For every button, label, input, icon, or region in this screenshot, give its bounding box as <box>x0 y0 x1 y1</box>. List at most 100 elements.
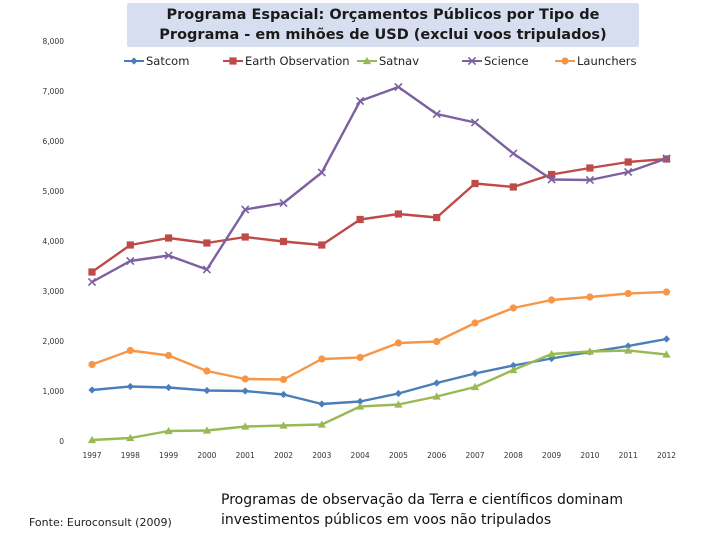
legend-item-launchers: Launchers <box>555 54 636 68</box>
data-point-launchers <box>126 346 134 355</box>
data-point-satnav <box>470 382 480 391</box>
legend-item-satcom: Satcom <box>124 54 189 68</box>
data-point-launchers <box>471 319 479 327</box>
data-point-satcom <box>279 390 288 399</box>
data-point-satnav <box>87 435 97 444</box>
y-tick-label: 4,000 <box>43 237 65 246</box>
data-point-science <box>432 109 441 119</box>
data-point-science <box>279 198 288 208</box>
data-point-earth-observation <box>394 210 402 218</box>
legend-label-science: Science <box>484 54 529 68</box>
data-point-satnav <box>432 392 441 400</box>
data-point-science <box>355 96 365 106</box>
data-point-launchers <box>509 304 517 312</box>
x-tick-label: 2002 <box>274 451 293 460</box>
data-point-earth-observation <box>126 241 134 249</box>
chart-title: Programa Espacial: Orçamentos Públicos p… <box>127 3 639 47</box>
data-point-satnav <box>356 402 365 410</box>
data-point-satnav <box>241 422 250 430</box>
data-point-satcom <box>662 335 671 343</box>
x-tick-label: 2010 <box>580 451 599 460</box>
data-point-earth-observation <box>203 239 211 247</box>
data-point-satnav <box>279 421 288 429</box>
data-point-science <box>547 175 556 184</box>
data-point-satcom <box>241 387 249 395</box>
series-line-science <box>91 85 667 284</box>
data-point-launchers <box>88 360 96 369</box>
y-tick-label: 0 <box>59 437 64 446</box>
legend-marker-science <box>467 56 477 66</box>
data-point-earth-observation <box>356 215 364 224</box>
x-tick-label: 2007 <box>465 451 484 460</box>
series-line-launchers <box>91 290 667 381</box>
legend-item-earth-observation: Earth Observation <box>223 54 350 68</box>
data-point-satcom <box>433 379 441 387</box>
data-point-earth-observation <box>433 213 441 222</box>
data-point-science <box>164 251 173 260</box>
series-satnav <box>87 346 671 444</box>
data-point-launchers <box>548 296 556 304</box>
x-tick-label: 2011 <box>619 451 638 460</box>
x-tick-label: 2000 <box>197 451 216 460</box>
y-tick-label: 1,000 <box>43 387 65 396</box>
data-point-satcom <box>165 383 173 392</box>
data-point-launchers <box>241 375 249 383</box>
data-point-science <box>394 82 403 92</box>
data-point-satnav <box>202 426 211 434</box>
series-launchers <box>88 288 671 384</box>
x-tick-label: 1997 <box>82 451 101 460</box>
legend-marker-satcom <box>130 57 138 65</box>
x-tick-label: 2006 <box>427 451 446 460</box>
x-tick-label: 2001 <box>236 451 255 460</box>
data-point-satcom <box>88 386 96 394</box>
data-point-satnav <box>662 350 671 358</box>
data-point-launchers <box>624 289 632 298</box>
data-point-satnav <box>126 433 135 442</box>
data-point-earth-observation <box>165 234 173 242</box>
data-point-satnav <box>585 347 594 355</box>
conclusion-text: Programas de observação da Terra e cient… <box>221 492 624 528</box>
y-tick-label: 7,000 <box>43 87 65 96</box>
data-point-earth-observation <box>279 237 288 246</box>
data-point-satcom <box>624 342 632 350</box>
source-note: Fonte: Euroconsult (2009) <box>29 516 172 529</box>
legend-marker-earth-observation <box>229 57 237 65</box>
data-point-satnav <box>509 365 518 374</box>
data-point-science <box>202 265 212 274</box>
x-tick-label: 2005 <box>389 451 408 460</box>
series-line-satcom <box>91 337 667 406</box>
data-point-science <box>470 118 480 127</box>
data-point-science <box>662 154 671 163</box>
data-point-satnav <box>394 400 403 408</box>
data-point-earth-observation <box>471 179 479 188</box>
legend-label-earth-observation: Earth Observation <box>245 54 350 68</box>
x-tick-label: 2008 <box>504 451 523 460</box>
data-point-launchers <box>318 355 326 363</box>
y-tick-label: 8,000 <box>43 37 65 46</box>
x-tick-label: 1999 <box>159 451 178 460</box>
data-point-launchers <box>433 337 441 346</box>
data-point-launchers <box>394 339 402 347</box>
data-point-satcom <box>318 400 326 408</box>
series-line-satnav <box>91 349 667 442</box>
data-point-launchers <box>586 293 594 301</box>
data-point-satnav <box>624 346 633 354</box>
series-satcom <box>88 335 671 408</box>
data-point-launchers <box>662 288 671 296</box>
data-point-science <box>509 149 518 158</box>
y-tick-label: 3,000 <box>43 287 65 296</box>
legend-label-satnav: Satnav <box>379 54 419 68</box>
data-point-earth-observation <box>88 268 96 276</box>
legend-item-satnav: Satnav <box>357 54 419 68</box>
data-point-satcom <box>126 382 134 391</box>
data-point-satcom <box>356 397 364 406</box>
x-tick-label: 2009 <box>542 451 561 460</box>
data-point-satcom <box>509 361 517 370</box>
data-point-satnav <box>164 426 173 435</box>
data-point-satnav <box>317 420 326 428</box>
series-line-earth-observation <box>91 157 667 273</box>
x-tick-label: 1998 <box>121 451 140 460</box>
legend-marker-launchers <box>561 57 569 65</box>
data-point-satcom <box>394 389 402 398</box>
data-point-earth-observation <box>624 158 632 166</box>
